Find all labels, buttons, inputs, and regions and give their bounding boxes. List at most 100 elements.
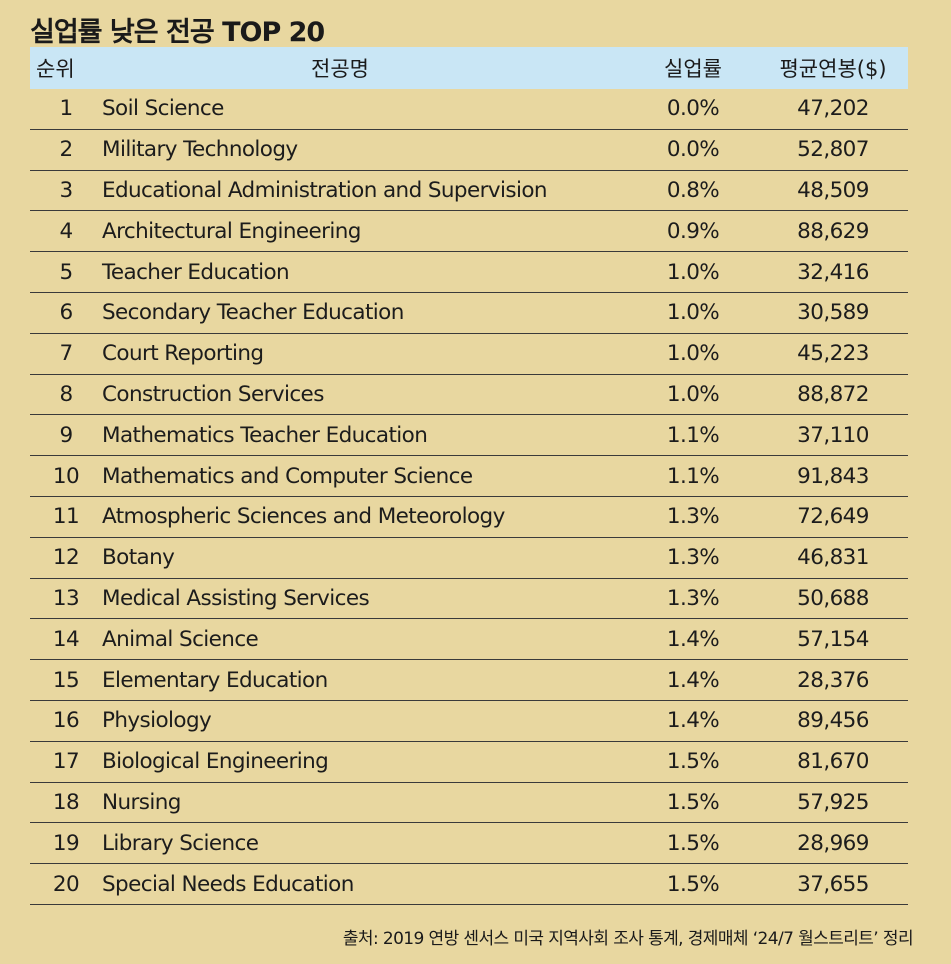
major-cell: Animal Science bbox=[102, 626, 259, 652]
page-title: 실업률 낮은 전공 TOP 20 bbox=[30, 17, 325, 48]
rate-cell: 0.9% bbox=[666, 218, 720, 244]
major-cell: Atmospheric Sciences and Meteorology bbox=[102, 504, 505, 530]
table-row: 4 Architectural Engineering 0.9% 88,629 bbox=[30, 211, 908, 253]
rate-cell: 0.0% bbox=[666, 96, 720, 122]
salary-cell: 37,110 bbox=[797, 422, 869, 448]
table-header: 순위 전공명 실업률 평균연봉($) bbox=[30, 47, 908, 89]
salary-cell: 30,589 bbox=[797, 300, 869, 326]
salary-cell: 57,154 bbox=[797, 626, 869, 652]
major-cell: Soil Science bbox=[102, 96, 224, 122]
table-row: 12 Botany 1.3% 46,831 bbox=[30, 538, 908, 579]
majors-table: 순위 전공명 실업률 평균연봉($) 1 Soil Science 0.0% 47,2… bbox=[30, 47, 908, 905]
rate-cell: 1.4% bbox=[666, 626, 720, 652]
header-rank: 순위 bbox=[36, 57, 75, 81]
table-row: 6 Secondary Teacher Education 1.0% 30,589 bbox=[30, 293, 908, 334]
salary-cell: 45,223 bbox=[797, 341, 869, 367]
table-row: 1 Soil Science 0.0% 47,202 bbox=[30, 89, 908, 130]
table-row: 3 Educational Administration and Supervis… bbox=[30, 171, 908, 212]
table-row: 2 Military Technology 0.0% 52,807 bbox=[30, 130, 908, 171]
table-row: 20 Special Needs Education 1.5% 37,655 bbox=[30, 864, 908, 905]
rank-cell: 14 bbox=[52, 626, 80, 652]
rate-cell: 1.3% bbox=[666, 504, 720, 530]
salary-cell: 47,202 bbox=[797, 96, 869, 122]
major-cell: Mathematics Teacher Education bbox=[102, 422, 428, 448]
rank-cell: 1 bbox=[59, 96, 73, 122]
table-row: 5 Teacher Education 1.0% 32,416 bbox=[30, 252, 908, 293]
table-row: 11 Atmospheric Sciences and Meteorology 1.… bbox=[30, 497, 908, 538]
major-cell: Library Science bbox=[102, 830, 259, 856]
rank-cell: 19 bbox=[52, 830, 80, 856]
salary-cell: 81,670 bbox=[797, 749, 869, 775]
salary-cell: 57,925 bbox=[797, 789, 869, 815]
salary-cell: 32,416 bbox=[797, 259, 869, 285]
rate-cell: 1.5% bbox=[666, 830, 720, 856]
salary-cell: 89,456 bbox=[797, 708, 869, 734]
table-row: 13 Medical Assisting Services 1.3% 50,688 bbox=[30, 579, 908, 620]
major-cell: Construction Services bbox=[102, 381, 324, 407]
table-row: 14 Animal Science 1.4% 57,154 bbox=[30, 619, 908, 661]
table-row: 18 Nursing 1.5% 57,925 bbox=[30, 783, 908, 824]
rate-cell: 1.5% bbox=[666, 749, 720, 775]
rank-cell: 4 bbox=[59, 218, 73, 244]
major-cell: Court Reporting bbox=[102, 341, 264, 367]
salary-cell: 28,376 bbox=[797, 667, 869, 693]
rank-cell: 15 bbox=[52, 667, 80, 693]
rank-cell: 10 bbox=[52, 463, 80, 489]
rank-cell: 20 bbox=[52, 871, 80, 897]
table-row: 8 Construction Services 1.0% 88,872 bbox=[30, 375, 908, 416]
major-cell: Nursing bbox=[102, 789, 181, 815]
rate-cell: 0.0% bbox=[666, 137, 720, 163]
major-cell: Mathematics and Computer Science bbox=[102, 463, 473, 489]
rate-cell: 1.0% bbox=[666, 300, 720, 326]
major-cell: Teacher Education bbox=[102, 259, 290, 285]
table-body: 1 Soil Science 0.0% 47,202 2 Military Technol… bbox=[30, 89, 908, 905]
rate-cell: 1.0% bbox=[666, 381, 720, 407]
rank-cell: 13 bbox=[52, 585, 80, 611]
rank-cell: 9 bbox=[59, 422, 73, 448]
major-cell: Botany bbox=[102, 545, 175, 571]
table-row: 9 Mathematics Teacher Education 1.1% 37,110 bbox=[30, 415, 908, 457]
major-cell: Special Needs Education bbox=[102, 871, 354, 897]
table-row: 19 Library Science 1.5% 28,969 bbox=[30, 823, 908, 865]
rate-cell: 1.4% bbox=[666, 708, 720, 734]
source-note: 출처: 2019 연방 센서스 미국 지역사회 조사 통계, 경제매체 ‘24/… bbox=[342, 929, 914, 949]
major-cell: Biological Engineering bbox=[102, 749, 329, 775]
rate-cell: 1.3% bbox=[666, 585, 720, 611]
rank-cell: 2 bbox=[59, 137, 73, 163]
rank-cell: 16 bbox=[52, 708, 80, 734]
rate-cell: 1.4% bbox=[666, 667, 720, 693]
rank-cell: 8 bbox=[59, 381, 73, 407]
rank-cell: 3 bbox=[59, 177, 73, 203]
salary-cell: 48,509 bbox=[797, 177, 869, 203]
rank-cell: 7 bbox=[59, 341, 73, 367]
salary-cell: 28,969 bbox=[797, 830, 869, 856]
major-cell: Elementary Education bbox=[102, 667, 328, 693]
major-cell: Military Technology bbox=[102, 137, 298, 163]
major-cell: Secondary Teacher Education bbox=[102, 300, 404, 326]
major-cell: Educational Administration and Supervisi… bbox=[102, 177, 548, 203]
table-row: 15 Elementary Education 1.4% 28,376 bbox=[30, 660, 908, 701]
salary-cell: 52,807 bbox=[797, 137, 869, 163]
rank-cell: 6 bbox=[59, 300, 73, 326]
table-row: 10 Mathematics and Computer Science 1.1% 91… bbox=[30, 456, 908, 497]
salary-cell: 88,629 bbox=[797, 218, 869, 244]
rate-cell: 0.8% bbox=[666, 177, 720, 203]
rate-cell: 1.0% bbox=[666, 341, 720, 367]
table-row: 16 Physiology 1.4% 89,456 bbox=[30, 701, 908, 742]
salary-cell: 37,655 bbox=[797, 871, 869, 897]
header-rate: 실업률 bbox=[664, 57, 722, 81]
salary-cell: 72,649 bbox=[797, 504, 869, 530]
salary-cell: 91,843 bbox=[797, 463, 869, 489]
rate-cell: 1.3% bbox=[666, 545, 720, 571]
table-row: 17 Biological Engineering 1.5% 81,670 bbox=[30, 742, 908, 783]
rank-cell: 11 bbox=[52, 504, 80, 530]
rate-cell: 1.5% bbox=[666, 871, 720, 897]
rank-cell: 12 bbox=[52, 545, 80, 571]
rank-cell: 5 bbox=[59, 259, 73, 285]
major-cell: Architectural Engineering bbox=[102, 218, 361, 244]
rank-cell: 18 bbox=[52, 789, 80, 815]
rate-cell: 1.1% bbox=[666, 422, 720, 448]
salary-cell: 88,872 bbox=[797, 381, 869, 407]
salary-cell: 50,688 bbox=[797, 585, 869, 611]
header-salary: 평균연봉($) bbox=[779, 57, 887, 81]
